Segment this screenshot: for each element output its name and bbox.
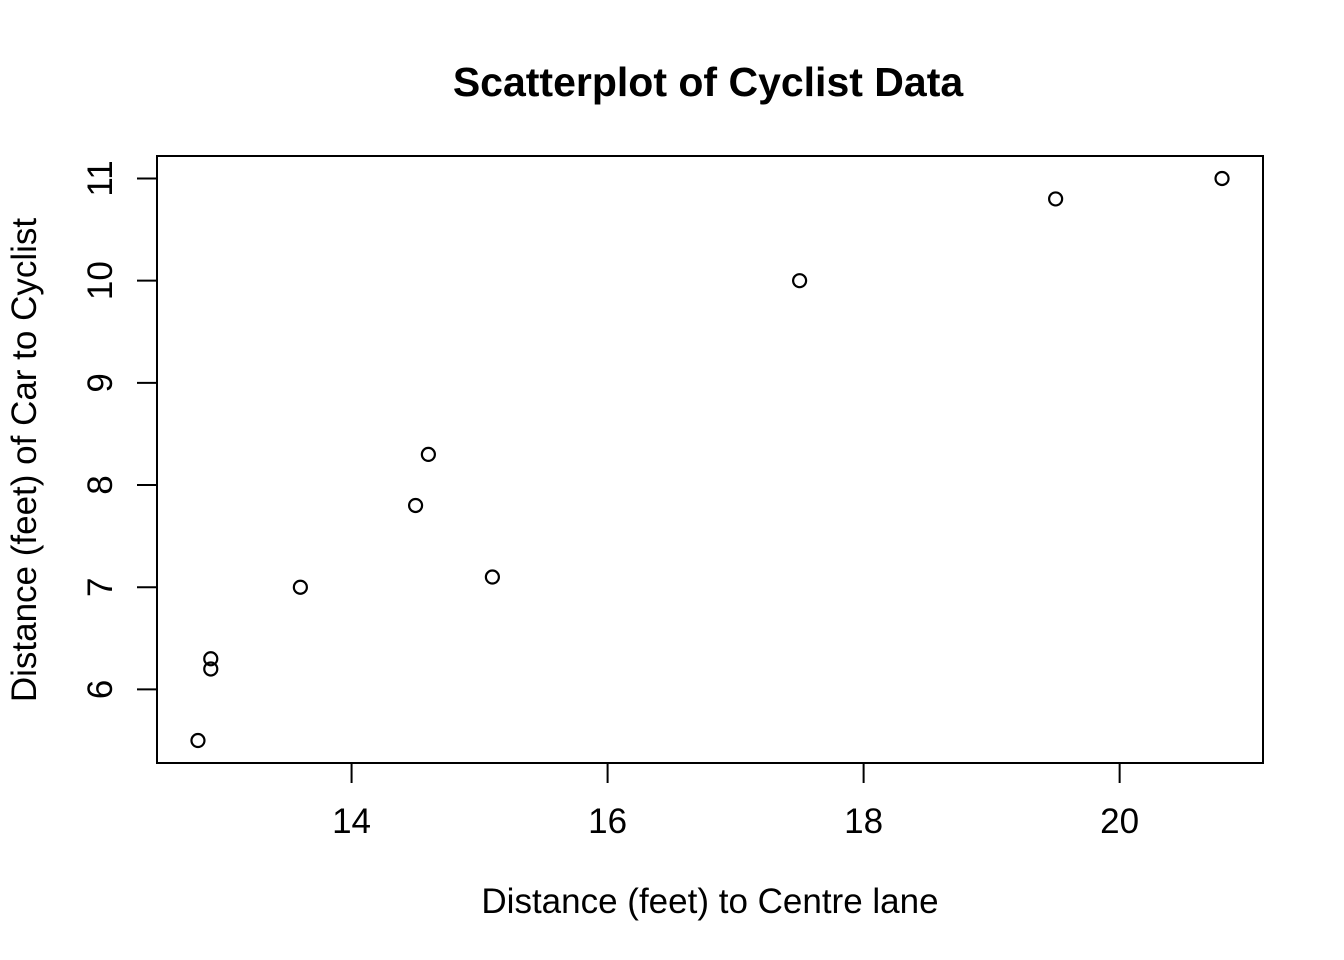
data-point bbox=[203, 661, 219, 677]
y-tick-label: 9 bbox=[81, 373, 120, 392]
y-axis-title: Distance (feet) of Car to Cyclist bbox=[5, 218, 44, 703]
x-axis-title: Distance (feet) to Centre lane bbox=[481, 882, 938, 921]
x-tick-label: 14 bbox=[332, 802, 371, 841]
x-tick-label: 20 bbox=[1100, 802, 1139, 841]
data-point bbox=[190, 732, 206, 749]
data-point bbox=[792, 273, 808, 289]
y-tick-label: 7 bbox=[81, 578, 120, 597]
y-tick-label: 6 bbox=[81, 680, 120, 699]
data-point bbox=[203, 651, 219, 667]
y-tick-label: 8 bbox=[81, 475, 120, 494]
data-point bbox=[484, 569, 500, 585]
x-tick-label: 18 bbox=[844, 802, 883, 841]
plot-frame-group: 14 16 18 20 6 7 8 9 10 11 bbox=[81, 155, 1264, 841]
data-point bbox=[292, 579, 308, 595]
data-point bbox=[420, 446, 436, 462]
y-tick-label: 10 bbox=[81, 261, 120, 300]
chart-title: Scatterplot of Cyclist Data bbox=[453, 59, 965, 105]
plot-frame bbox=[156, 155, 1264, 764]
x-tick-label: 16 bbox=[588, 802, 627, 841]
y-tick-label: 11 bbox=[81, 160, 120, 196]
data-point bbox=[407, 497, 424, 514]
data-point bbox=[1214, 170, 1230, 187]
data-point bbox=[1048, 191, 1064, 207]
